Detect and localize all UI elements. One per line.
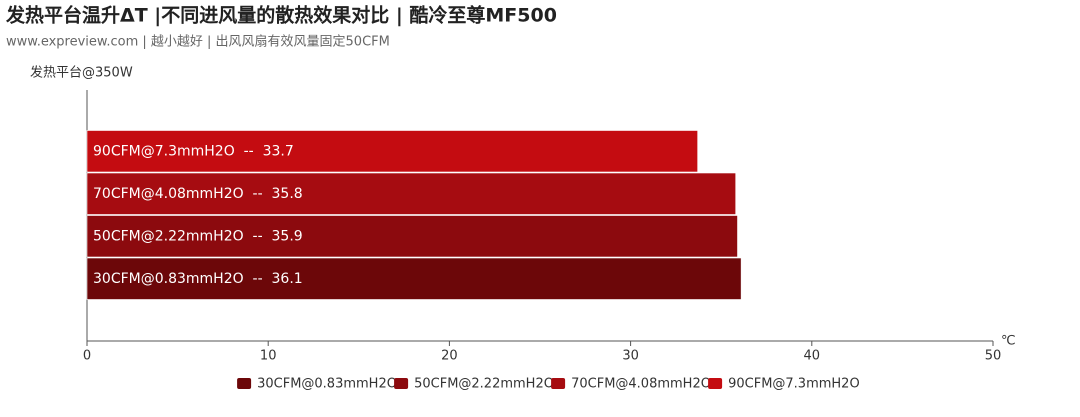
chart-title: 发热平台温升ΔT |不同进风量的散热效果对比 | 酷冷至尊MF500 [5,4,557,27]
bar [86,130,698,173]
value-label: 70CFM@4.08mmH2O -- 35.8 [93,186,303,202]
legend-swatch [237,378,252,389]
x-unit: ℃ [1001,334,1016,349]
legend-swatch [551,378,566,389]
value-label: 90CFM@7.3mmH2O -- 33.7 [93,143,294,159]
chart-subtitle: www.expreview.com | 越小越好 | 出风风扇有效风量固定50C… [6,34,390,50]
bar [86,257,742,300]
x-tick-label: 10 [260,349,277,364]
value-label: 50CFM@2.22mmH2O -- 35.9 [93,228,303,244]
x-tick-label: 50 [985,349,1002,364]
x-tick-label: 40 [804,349,821,364]
x-tick-label: 0 [83,349,91,364]
legend-label: 30CFM@0.83mmH2O [257,377,397,392]
value-label: 30CFM@0.83mmH2O -- 36.1 [93,271,303,287]
legend-swatch [394,378,409,389]
x-tick-label: 30 [622,349,639,364]
legend-label: 50CFM@2.22mmH2O [414,377,554,392]
legend-label: 70CFM@4.08mmH2O [571,377,711,392]
bar [86,172,736,215]
legend-label: 90CFM@7.3mmH2O [728,377,860,392]
legend-swatch [708,378,723,389]
x-tick-label: 20 [441,349,458,364]
category-label: 发热平台@350W [30,65,133,81]
bar [86,215,738,258]
